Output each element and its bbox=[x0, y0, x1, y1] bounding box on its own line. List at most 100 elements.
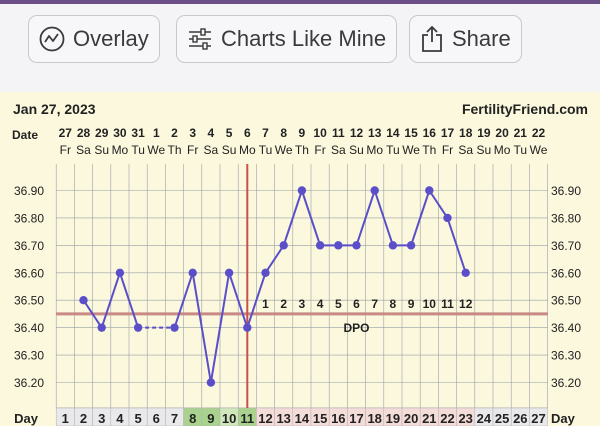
cycle-day-label: 2 bbox=[80, 411, 87, 426]
temperature-point bbox=[297, 186, 307, 195]
temperature-point bbox=[279, 241, 288, 250]
weekday-label: Sa bbox=[204, 143, 219, 157]
y-tick-label-right: 36.60 bbox=[551, 266, 581, 280]
temperature-point bbox=[443, 213, 452, 223]
date-label: 4 bbox=[208, 126, 215, 140]
chart-site-name: FertilityFriend.com bbox=[462, 101, 588, 117]
temperature-segment bbox=[264, 244, 285, 274]
temperature-segment bbox=[373, 190, 394, 246]
dpo-label: DPO bbox=[343, 321, 369, 335]
cycle-day-label: 1 bbox=[62, 411, 69, 426]
weekday-label: Mo bbox=[494, 143, 511, 157]
temperature-point bbox=[370, 186, 379, 195]
y-tick-label-left: 36.30 bbox=[14, 349, 44, 363]
dpo-number: 8 bbox=[390, 297, 397, 311]
y-tick-label-left: 36.20 bbox=[14, 376, 44, 390]
line-chart-icon bbox=[39, 26, 65, 52]
date-label: 14 bbox=[386, 126, 400, 140]
charts-like-mine-label: Charts Like Mine bbox=[221, 26, 387, 51]
dpo-number: 6 bbox=[353, 297, 360, 311]
temperature-segment bbox=[282, 190, 303, 246]
cycle-day-label: 10 bbox=[222, 411, 236, 426]
date-row-label: Date bbox=[12, 128, 38, 142]
temperature-segment bbox=[100, 272, 121, 328]
share-button[interactable]: Share bbox=[409, 15, 522, 63]
y-tick-label-left: 36.70 bbox=[14, 239, 44, 253]
dpo-number: 5 bbox=[335, 297, 342, 311]
cycle-day-label: 21 bbox=[422, 411, 436, 426]
day-row-label-left: Day bbox=[14, 411, 39, 426]
y-tick-label-left: 36.80 bbox=[14, 211, 44, 225]
cycle-day-label: 7 bbox=[171, 411, 178, 426]
date-label: 6 bbox=[244, 126, 251, 140]
temperature-segment bbox=[428, 189, 449, 219]
dpo-number: 9 bbox=[408, 297, 415, 311]
temperature-point bbox=[115, 268, 125, 277]
cycle-day-label: 14 bbox=[295, 411, 310, 426]
temperature-segment bbox=[246, 272, 267, 328]
weekday-label: Mo bbox=[366, 143, 383, 157]
cycle-day-label: 27 bbox=[531, 411, 545, 426]
dpo-number: 4 bbox=[317, 297, 324, 311]
weekday-label: Tu bbox=[131, 143, 145, 157]
temperature-point bbox=[206, 378, 216, 387]
y-tick-label-left: 36.40 bbox=[14, 321, 44, 335]
temperature-point bbox=[79, 296, 88, 305]
weekday-label: Tu bbox=[514, 143, 528, 157]
cycle-day-cell bbox=[529, 407, 548, 426]
cycle-day-label: 23 bbox=[458, 411, 472, 426]
charts-like-mine-button[interactable]: Charts Like Mine bbox=[176, 15, 398, 63]
weekday-label: Mo bbox=[239, 143, 256, 157]
weekday-label: We bbox=[147, 143, 165, 157]
weekday-label: Su bbox=[477, 143, 492, 157]
dpo-number: 1 bbox=[262, 297, 269, 311]
temperature-point bbox=[388, 241, 398, 250]
y-tick-label-right: 36.40 bbox=[551, 321, 581, 335]
temperature-point bbox=[352, 241, 361, 250]
date-label: 18 bbox=[459, 126, 473, 140]
temperature-point bbox=[334, 241, 343, 250]
cycle-day-label: 20 bbox=[404, 411, 418, 426]
date-label: 22 bbox=[532, 126, 546, 140]
day-row-label-right: Day bbox=[551, 411, 576, 426]
weekday-label: Sa bbox=[458, 143, 473, 157]
weekday-label: We bbox=[530, 143, 548, 157]
temperature-point bbox=[406, 241, 416, 250]
weekday-label: We bbox=[275, 143, 293, 157]
date-label: 8 bbox=[280, 126, 287, 140]
cycle-day-label: 15 bbox=[313, 411, 327, 426]
chart-header-date: Jan 27, 2023 bbox=[13, 101, 96, 117]
cycle-day-label: 11 bbox=[240, 411, 254, 426]
cycle-day-label: 25 bbox=[495, 411, 509, 426]
dpo-number: 11 bbox=[441, 297, 454, 311]
date-label: 3 bbox=[189, 126, 196, 140]
cycle-day-label: 22 bbox=[440, 411, 454, 426]
date-label: 7 bbox=[262, 126, 269, 140]
date-label: 16 bbox=[423, 126, 437, 140]
temperature-point bbox=[97, 323, 106, 332]
y-tick-label-right: 36.90 bbox=[551, 184, 581, 198]
date-label: 2 bbox=[171, 126, 178, 140]
weekday-label: Th bbox=[422, 143, 436, 157]
temperature-point bbox=[261, 268, 270, 277]
weekday-label: Su bbox=[94, 143, 109, 157]
temperature-segment bbox=[209, 272, 231, 383]
weekday-label: Fr bbox=[187, 143, 198, 157]
temperature-point bbox=[133, 323, 143, 332]
y-tick-label-right: 36.50 bbox=[551, 294, 581, 308]
temperature-segment bbox=[228, 272, 249, 328]
temperature-point bbox=[243, 323, 252, 332]
cycle-day-label: 4 bbox=[116, 411, 124, 426]
temperature-point bbox=[188, 268, 197, 277]
temperature-segment bbox=[173, 272, 194, 328]
date-label: 21 bbox=[514, 126, 528, 140]
date-label: 11 bbox=[332, 126, 345, 140]
temperature-point bbox=[224, 268, 234, 277]
weekday-label: Tu bbox=[259, 143, 273, 157]
date-label: 30 bbox=[113, 126, 127, 140]
bbt-chart: Jan 27, 2023 FertilityFriend.com Date 27… bbox=[0, 92, 600, 426]
dpo-number: 3 bbox=[299, 297, 306, 311]
overlay-button[interactable]: Overlay bbox=[28, 15, 160, 63]
date-label: 27 bbox=[59, 126, 73, 140]
cycle-day-label: 24 bbox=[477, 411, 492, 426]
